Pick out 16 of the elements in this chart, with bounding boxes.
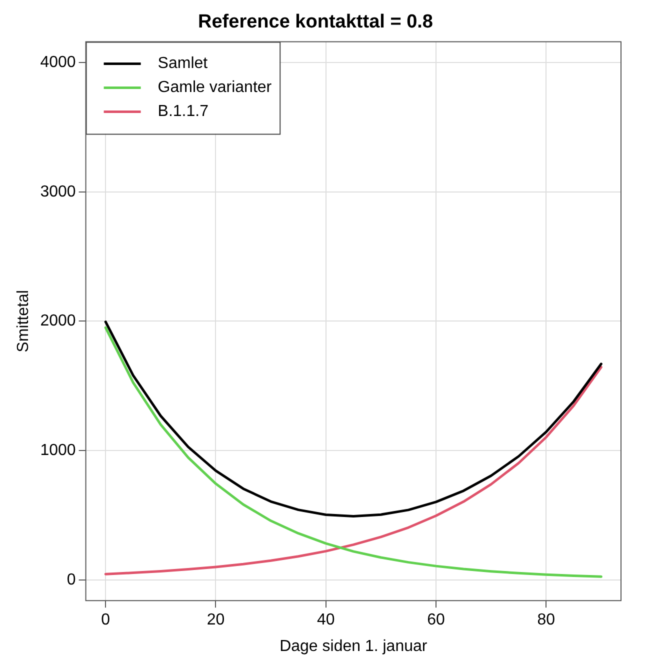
x-tick-label: 60: [427, 612, 445, 629]
legend-label: Gamle varianter: [158, 79, 272, 96]
x-tick-label: 20: [206, 612, 225, 629]
x-tick-label: 0: [101, 612, 110, 629]
x-axis-title: Dage siden 1. januar: [280, 638, 428, 655]
legend-label: B.1.1.7: [158, 103, 209, 120]
legend-label: Samlet: [158, 55, 208, 72]
y-tick-label: 3000: [40, 183, 76, 200]
y-tick-label: 2000: [40, 312, 76, 330]
y-tick-label: 1000: [40, 442, 76, 459]
y-tick-label: 0: [66, 571, 76, 588]
x-tick-label: 40: [316, 612, 335, 629]
chart-title: Reference kontakttal = 0.8: [198, 12, 433, 33]
x-tick-label: 80: [537, 612, 556, 629]
y-axis-title: Smittetal: [15, 290, 32, 352]
y-tick-label: 4000: [40, 54, 76, 71]
